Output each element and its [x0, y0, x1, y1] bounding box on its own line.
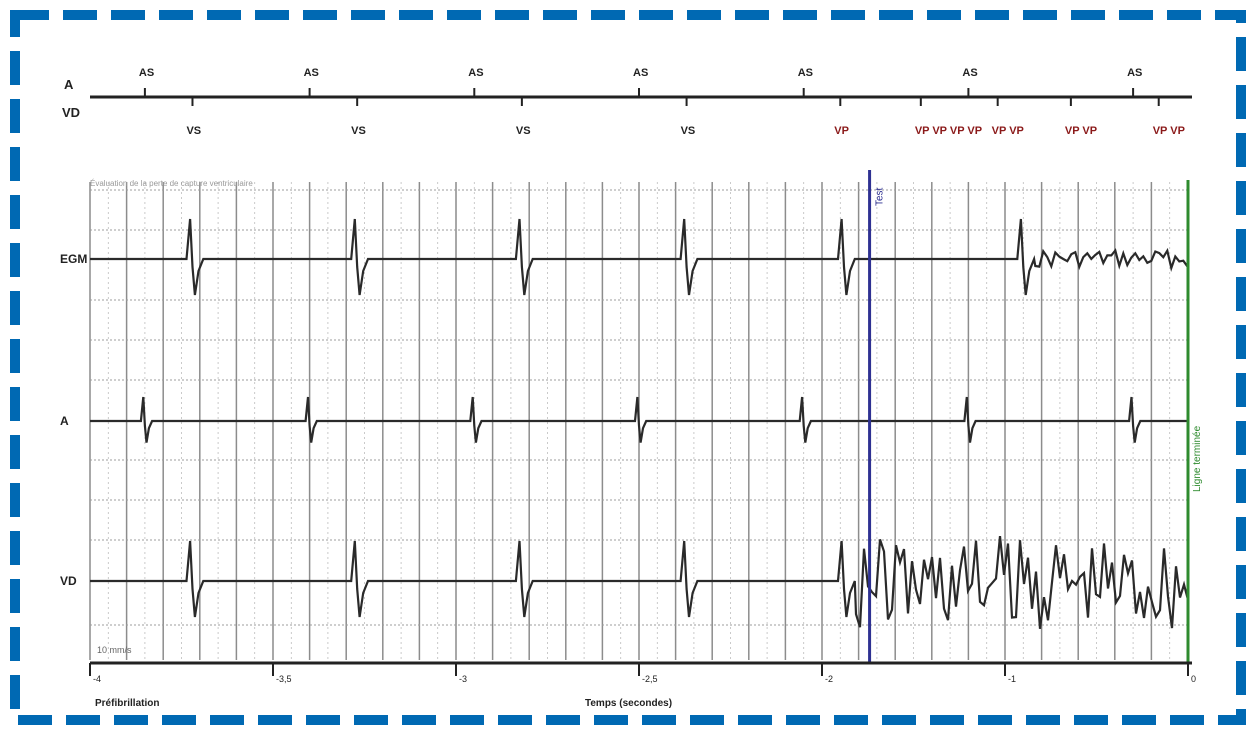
- marker-label-vd: VS: [516, 125, 531, 137]
- marker-label-vd: VP VP: [1065, 125, 1097, 137]
- x-tick-label: -3: [459, 674, 467, 684]
- dashed-border: [10, 10, 1246, 725]
- channel-label-egm: EGM: [60, 252, 87, 266]
- scale-label: 10 mm/s: [97, 645, 132, 655]
- x-tick-label: -2,5: [642, 674, 658, 684]
- x-axis-label: Temps (secondes): [585, 698, 672, 709]
- marker-label-a: AS: [468, 67, 483, 79]
- x-tick-label: -2: [825, 674, 833, 684]
- marker-label-vd: VP VP: [1153, 125, 1185, 137]
- marker-label-a: AS: [962, 67, 977, 79]
- end-marker-label: Ligne terminée: [1192, 425, 1203, 492]
- x-tick-label: -3,5: [276, 674, 292, 684]
- trace-vd: [90, 535, 1190, 629]
- marker-label-a: AS: [798, 67, 813, 79]
- channel-labels: EGM A VD: [60, 252, 87, 588]
- marker-label-vd: VS: [681, 125, 696, 137]
- x-tick-label: 0: [1191, 674, 1196, 684]
- marker-label-vd: VS: [351, 125, 366, 137]
- marker-label-a: AS: [1127, 67, 1142, 79]
- trace-a: [90, 396, 1188, 443]
- marker-labels: AS AS AS AS AS AS AS VS VS VS VS VP VP VP VP VP VP VP…: [139, 67, 1185, 137]
- marker-label-a: AS: [139, 67, 154, 79]
- footer-left: Préfibrillation: [95, 698, 159, 709]
- channel-label-vd: VD: [60, 574, 77, 588]
- marker-label-a: AS: [304, 67, 319, 79]
- subtitle: Évaluation de la perte de capture ventri…: [90, 179, 253, 188]
- x-tick-label: -1: [1008, 674, 1016, 684]
- marker-label-vd: VP VP: [992, 125, 1024, 137]
- marker-row-vd-label: VD: [62, 105, 80, 120]
- marker-label-vd: VP: [834, 125, 849, 137]
- marker-row-a-label: A: [64, 77, 74, 92]
- marker-label-vd: VS: [186, 125, 201, 137]
- marker-label-a: AS: [633, 67, 648, 79]
- trace-egm: [90, 218, 1190, 296]
- ecg-traces: [90, 218, 1190, 629]
- marker-label-vd: VP VP VP VP: [915, 125, 982, 137]
- test-marker-label: Test: [875, 187, 886, 206]
- time-axis-ticks: -4 -3,5 -3 -2,5 -2 -1 0: [89, 663, 1196, 684]
- x-tick-label: -4: [93, 674, 101, 684]
- channel-label-a: A: [60, 414, 69, 428]
